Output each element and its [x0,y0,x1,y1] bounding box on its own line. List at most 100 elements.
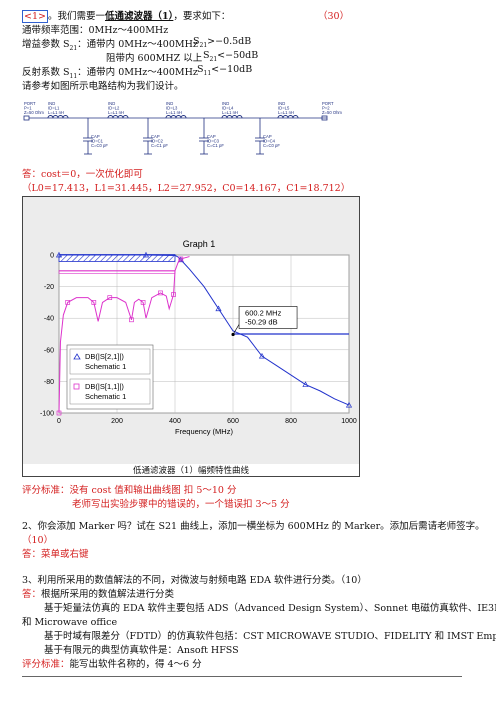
spec-refl-threshold: <−10dB [211,64,253,75]
marker-freq-label: 600.2 MHz [245,308,282,317]
spec-passband: 通带频率范围：0MHz～400MHz [22,25,169,36]
grading1-text1: 没有 cost 值和输出曲线图 扣 5～10 分 [69,485,237,496]
x-tick-label: 200 [111,418,123,425]
spec-stopband-label: 阻带内 600MHZ 以上 [106,53,203,64]
grading1-line1: 评分标准：没有 cost 值和输出曲线图 扣 5～10 分 [22,482,236,496]
spec-gain-s: S [193,36,200,47]
q1-ask: ，要求如下： [173,11,231,22]
spec-reflection-value: S11<−10dB [197,64,252,77]
inductor-3-label-1: ID=L3 [166,106,178,111]
spec-refl-s-sub: 11 [203,69,212,77]
cap-1-label-1: ID=C1 [91,139,104,144]
inductor-5 [277,115,299,119]
spec-gain-range: ：通带内 0MHz～400MHz [77,39,198,50]
q2-answer: 答：菜单或右键 [22,549,89,560]
q3-answer-mom: 基于矩量法仿真的 EDA 软件主要包括 ADS（Advanced Design … [44,603,496,614]
legend-series-source-2: Schematic 1 [85,392,126,401]
y-tick-label: -40 [44,316,54,323]
port1-symbol [23,115,30,121]
marker-point [231,332,235,337]
inductor-5-label-1: ID=L5 [278,106,290,111]
y-tick-label: -60 [44,347,54,354]
q3-grading: 评分标准：能写出软件名称的，得 4～6 分 [22,656,202,670]
marker-box [238,306,298,329]
cap-3-label-0: CAP [207,134,216,139]
chart-title: Graph 1 [183,239,216,249]
spec-stop-s: S [203,50,210,61]
question-number-badge: <1> [22,10,48,23]
q3-answer-head: 答：根据所采用的数值解法进行分类 [22,586,174,600]
series-1-point [55,251,63,258]
series-2-point [129,317,134,323]
inductor-3-label-2: L=L1 nH [166,110,182,115]
inductor-2-label-1: ID=L2 [108,106,120,111]
inductor-2 [107,115,129,119]
legend-series-source-1: Schematic 1 [85,362,126,371]
series-1-point [142,251,150,258]
inductor-2-label-2: L=L1 nH [108,110,124,115]
spec-refl-label: 反射系数 S [22,67,70,78]
cap-3-label-2: C=C1 pF [207,143,224,148]
x-tick-label: 0 [57,418,61,425]
inductor-5-label-0: IND [278,102,285,106]
inductor-1-label-2: L=L1 nH [48,110,64,115]
q1-emphasis: 低通滤波器（1） [104,11,174,22]
x-tick-label: 1000 [341,418,357,425]
y-tick-label: -100 [40,411,54,418]
spec-stop-s-sub: 21 [209,55,218,63]
series-2-point [91,300,97,305]
legend-series-name-1: DB(|S[2,1]|) [85,352,124,361]
q3-answer-label: 答： [22,589,42,600]
q3-grading-text: 能写出软件名称的，得 4～6 分 [69,659,202,670]
x-tick-label: 400 [169,418,181,425]
inductor-5-label-2: L=L1 nH [278,110,294,115]
graph-caption: 低通滤波器（1）幅频特性曲线 [22,464,360,477]
q1-score: （30） [318,11,350,22]
answer1-line1: 答：cost＝0，一次优化即可 [22,169,143,180]
grading1-label: 评分标准： [22,485,70,496]
y-tick-label: -80 [44,379,54,386]
spec-refl-s: S [197,64,204,75]
chart-svg: Graph 1 0 200 400 600 800 1000 0 -20 -40 -60 -80 -10… [40,239,357,436]
inductor-4-label-2: L=L1 nH [222,110,238,115]
spec-gain-value: S21>−0.5dB [193,36,251,49]
legend-series-name-2: DB(|S[1,1]|) [85,382,124,391]
x-axis-label: Frequency (MHz) [175,427,233,436]
port1-label-1: P=1 [24,106,32,111]
series-2-point [158,290,163,296]
cap-3-label-1: ID=C3 [207,139,220,144]
series-2-point [171,292,176,297]
series-1-point [215,305,222,312]
x-tick-label: 600 [227,418,239,425]
q2-text: 2、你会添加 Marker 吗？试在 S21 曲线上，添加一横坐标为 600MH… [22,521,485,532]
port2-label-2: Z=50 Ohm [322,110,342,115]
series-1-point [302,381,309,387]
inductor-2-label-0: IND [108,102,115,106]
spec-gain-label: 增益参数 S [22,39,70,50]
inductor-1-label-0: IND [48,102,55,106]
series-1-point [177,256,184,263]
spec-reflection: 反射系数 S11：通带内 0MHz～400MHz [22,64,198,80]
q1-intro: 。我们需要一 [47,11,105,22]
legend-entry-2 [69,378,151,405]
cap-4-label-2: C=C0 pF [263,143,280,148]
cap-1-label-0: CAP [91,134,100,139]
q3-grading-label: 评分标准： [22,659,70,670]
legend-entry-1 [69,348,151,375]
legend-s11-marker-icon [73,383,80,390]
x-tick-label: 800 [285,418,297,425]
q1-header: <1> 。我们需要一低通滤波器（1），要求如下： [22,8,231,23]
cap-4-label-0: CAP [263,134,272,139]
q3-answer-heading: 根据所采用的数值解法进行分类 [41,589,175,600]
inductor-3-label-0: IND [166,102,173,106]
spec-gain-threshold: >−0.5dB [207,36,252,47]
cap-2-label-1: ID=C2 [151,139,164,144]
series-2-point [65,300,71,305]
series-1-point [345,401,353,408]
y-tick-label: 0 [50,253,54,260]
series-2-point [140,300,146,305]
port1-label-2: Z=50 Ohm [24,110,44,115]
inductor-1-label-1: ID=L1 [48,106,60,111]
cap-4-label-1: ID=C4 [263,139,276,144]
q3-answer-fem: 基于有限元的典型仿真软件是：Ansoft HFSS [44,645,239,656]
